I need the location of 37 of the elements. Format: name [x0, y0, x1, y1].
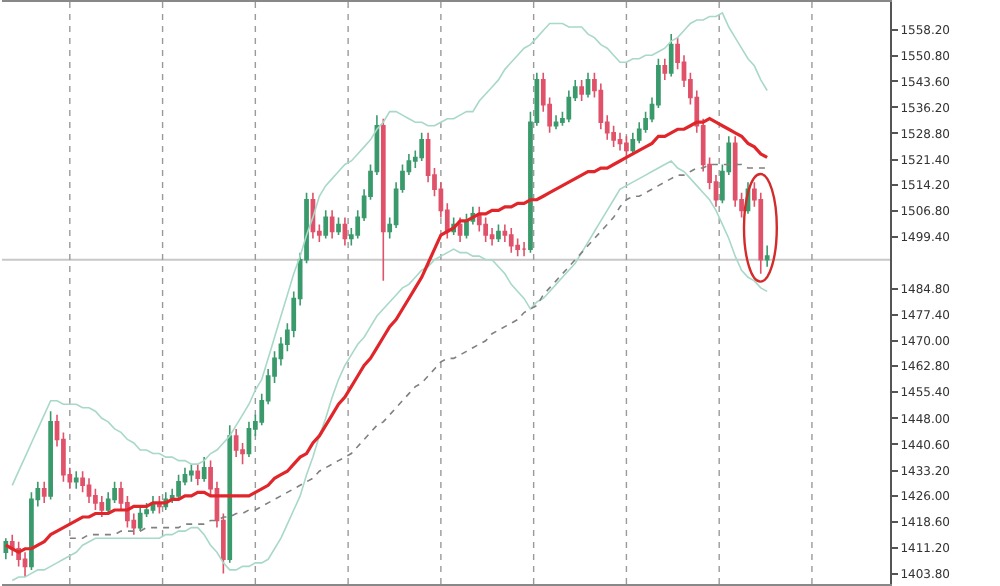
- candlestick: [227, 424, 233, 564]
- candlestick: [73, 470, 79, 490]
- line-series: [4, 117, 769, 554]
- candlestick: [195, 463, 201, 487]
- candlestick: [464, 213, 469, 240]
- candlestick: [624, 135, 629, 159]
- candlestick: [329, 209, 335, 240]
- candlestick: [137, 505, 143, 532]
- candlestick: [99, 495, 105, 518]
- candlestick: [457, 216, 463, 243]
- candlestick: [380, 117, 386, 282]
- candlestick: [419, 131, 425, 162]
- candlestick: [342, 216, 348, 247]
- candlestick: [521, 241, 527, 257]
- candlestick: [764, 244, 770, 268]
- candlestick: [112, 480, 117, 504]
- candlestick: [508, 227, 514, 254]
- candlestick: [668, 33, 674, 78]
- candlestick: [189, 463, 194, 483]
- line-series: [69, 163, 768, 539]
- candlestick: [201, 456, 207, 483]
- candlestick: [246, 421, 252, 458]
- candlestick: [48, 410, 53, 501]
- candlestick: [662, 57, 668, 81]
- candlestick: [585, 72, 591, 99]
- line-series: [11, 160, 768, 582]
- candlestick: [579, 79, 584, 102]
- candlestick: [176, 473, 181, 501]
- candlestick: [553, 114, 559, 131]
- candlestick: [233, 428, 239, 458]
- candlestick: [496, 223, 501, 243]
- candlestick: [41, 480, 47, 504]
- candlestick: [336, 216, 341, 236]
- candlestick: [617, 131, 623, 152]
- line-series: [11, 12, 768, 487]
- candlestick: [86, 477, 92, 504]
- candlestick: [323, 209, 329, 240]
